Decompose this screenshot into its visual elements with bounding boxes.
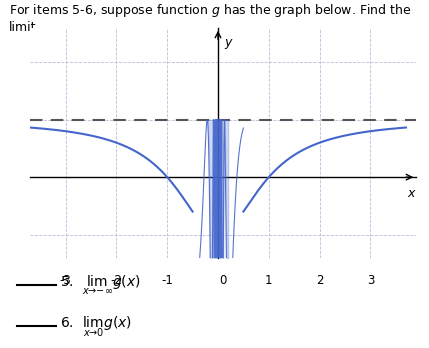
- Text: y: y: [224, 37, 232, 49]
- Text: -2: -2: [110, 274, 122, 287]
- Text: For items 5-6, suppose function $g$ has the graph below. Find the
limit.: For items 5-6, suppose function $g$ has …: [9, 2, 411, 34]
- Text: -1: -1: [161, 274, 173, 287]
- Text: -3: -3: [60, 274, 72, 287]
- Text: 1: 1: [265, 274, 272, 287]
- Text: 2: 2: [316, 274, 323, 287]
- Text: 5.  $\lim_{x\to -\infty} g(x)$: 5. $\lim_{x\to -\infty} g(x)$: [60, 274, 141, 297]
- Text: 3: 3: [367, 274, 374, 287]
- Text: x: x: [408, 188, 415, 200]
- Text: 6.  $\lim_{x\to 0} g(x)$: 6. $\lim_{x\to 0} g(x)$: [60, 314, 132, 339]
- Text: 0: 0: [220, 274, 227, 287]
